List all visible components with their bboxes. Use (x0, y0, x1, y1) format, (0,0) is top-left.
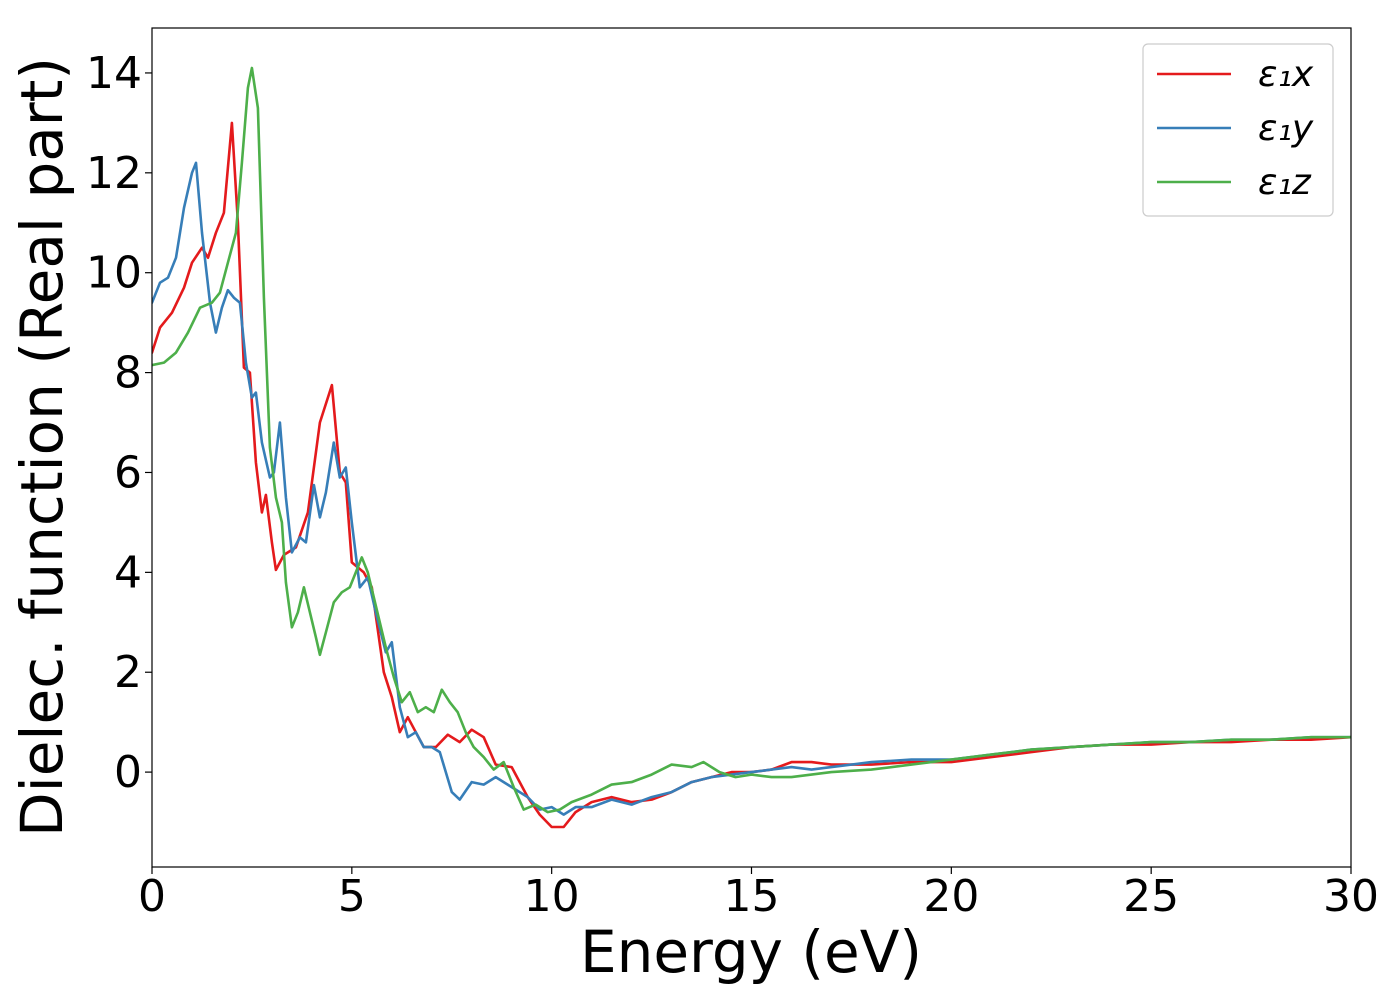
legend-label-1: ε₁y (1258, 108, 1314, 149)
legend-label-2: ε₁z (1258, 162, 1312, 203)
series-layer (152, 66, 1351, 829)
y-tick-label: 14 (86, 48, 142, 99)
x-tick-label: 30 (1323, 871, 1379, 922)
y-axis-title: Dielec. function (Real part) (8, 57, 76, 837)
y-tick-label: 2 (114, 647, 142, 698)
x-axis-ticks: 0 5 10 15 20 25 30 (138, 867, 1379, 922)
x-tick-label: 20 (923, 871, 979, 922)
y-tick-label: 8 (114, 348, 142, 399)
series-line-1 (152, 161, 1351, 816)
legend: ε₁x ε₁y ε₁z (1142, 43, 1334, 217)
x-tick-label: 10 (524, 871, 580, 922)
x-tick-label: 0 (138, 871, 166, 922)
x-tick-label: 5 (338, 871, 366, 922)
series-line-2 (152, 66, 1351, 814)
y-tick-label: 10 (86, 248, 142, 299)
series-line-0 (152, 121, 1351, 829)
x-tick-label: 25 (1123, 871, 1179, 922)
y-tick-label: 6 (114, 447, 142, 498)
y-axis-ticks: 0 2 4 6 8 10 12 14 (86, 48, 152, 798)
y-tick-label: 4 (114, 547, 142, 598)
x-tick-label: 15 (724, 871, 780, 922)
y-tick-label: 12 (86, 148, 142, 199)
legend-label-0: ε₁x (1258, 54, 1314, 95)
y-tick-label: 0 (114, 747, 142, 798)
legend-frame (1142, 43, 1334, 217)
x-axis-title: Energy (eV) (580, 918, 922, 986)
